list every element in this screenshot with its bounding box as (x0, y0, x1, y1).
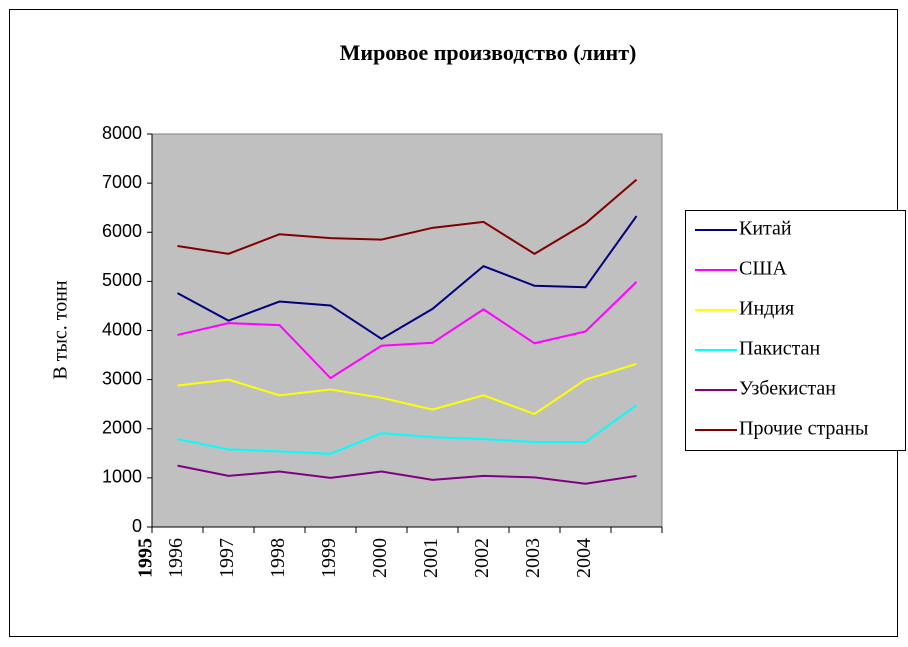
series-line (177, 362, 637, 416)
x-tick-label: 1999 (318, 538, 340, 578)
x-tick-label: 2003 (522, 538, 544, 578)
legend-box (685, 210, 906, 451)
x-tick-label: 1997 (216, 538, 238, 578)
legend-label: Китай (739, 218, 792, 240)
y-tick-label: 4000 (102, 319, 142, 339)
series-line (177, 404, 638, 455)
series-line (177, 178, 638, 256)
y-tick-label: 0 (132, 516, 142, 536)
x-tick-label: 1998 (267, 538, 289, 578)
legend-label: Пакистан (739, 338, 820, 360)
x-tick-label: 2001 (420, 538, 442, 578)
series-line (177, 215, 638, 341)
y-tick-label: 8000 (102, 123, 142, 143)
x-tick-label: 2000 (369, 538, 391, 578)
plot-area (151, 133, 663, 528)
series-line (177, 464, 637, 485)
legend-label: Узбекистан (739, 378, 836, 400)
y-tick-label: 1000 (102, 467, 142, 487)
x-tick-label: 2002 (471, 538, 493, 578)
y-tick-label: 2000 (102, 418, 142, 438)
y-tick-label: 5000 (102, 270, 142, 290)
legend-label: США (739, 258, 788, 280)
x-axis-label: 1995 (135, 538, 157, 578)
legend-label: Индия (739, 298, 794, 320)
x-tick-label: 2004 (573, 538, 595, 578)
x-tick-label: 1996 (165, 538, 187, 578)
y-tick-label: 7000 (102, 172, 142, 192)
y-tick-label: 6000 (102, 221, 142, 241)
series-line (177, 281, 638, 380)
chart-title: Мировое производство (линт) (340, 40, 637, 65)
y-tick-label: 3000 (102, 368, 142, 388)
y-axis-label: В тыс. тонн (50, 280, 72, 380)
legend-label: Прочие страны (739, 418, 868, 440)
